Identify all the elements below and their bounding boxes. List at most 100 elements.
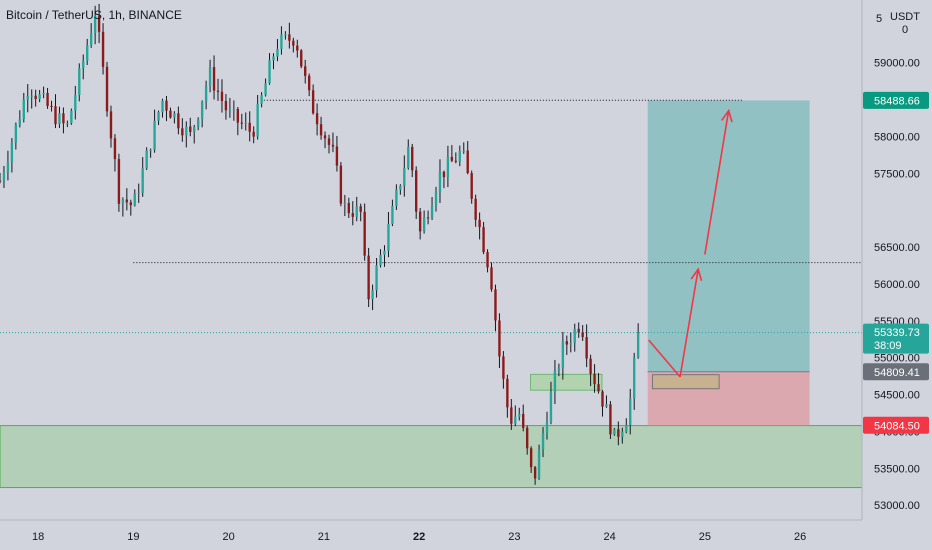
candle-up <box>636 332 640 358</box>
candle-down <box>609 404 612 435</box>
title-separator: , <box>101 8 109 22</box>
candle-up <box>379 254 382 266</box>
y-tick-label: 58000.00 <box>874 131 920 143</box>
candle-down <box>502 356 505 379</box>
candle-down <box>593 373 596 385</box>
currency-sub-label: 0 <box>902 24 908 36</box>
candle-down <box>418 211 422 232</box>
candle-down <box>498 320 501 357</box>
candle-up <box>6 162 10 173</box>
y-tick-label: 55000.00 <box>874 353 920 365</box>
candle-up <box>569 343 572 345</box>
candle-up <box>422 217 426 232</box>
x-tick-label: 24 <box>603 531 615 543</box>
symbol-title[interactable]: Bitcoin / TetherUS, 1h, BINANCE <box>6 8 182 22</box>
candle-up <box>256 103 259 137</box>
candle-down <box>169 110 172 118</box>
candle-down <box>589 358 592 374</box>
candle-down <box>525 427 529 449</box>
candle-up <box>14 124 18 143</box>
price-tag-label: 54084.50 <box>874 420 920 432</box>
y-tick-label: 53000.00 <box>874 500 920 512</box>
trade-arrow-head <box>690 267 703 281</box>
candle-up <box>355 206 358 217</box>
candle-up <box>244 122 247 124</box>
candle-down <box>565 341 569 345</box>
symbol-name: Bitcoin / TetherUS <box>6 8 102 22</box>
candle-down <box>415 170 418 212</box>
candle-up <box>371 290 374 300</box>
candle-down <box>426 217 430 219</box>
candle-up <box>553 370 557 392</box>
price-axis[interactable] <box>862 0 932 520</box>
candle-up <box>545 422 549 434</box>
candle-up <box>280 34 283 49</box>
candle-up <box>26 96 29 100</box>
candle-down <box>304 66 307 76</box>
candle-up <box>438 171 442 192</box>
candle-up <box>407 146 410 168</box>
candle-down <box>181 128 184 136</box>
trade-arrow-line <box>679 269 699 378</box>
top-partial-tick: 5 <box>876 13 882 25</box>
y-tick-label: 57500.00 <box>874 168 920 180</box>
candle-up <box>537 449 541 479</box>
candle-up <box>625 425 628 432</box>
candle-down <box>117 159 121 204</box>
candle-down <box>315 113 319 125</box>
candle-up <box>403 167 406 186</box>
candle-down <box>331 144 335 147</box>
candle-up <box>93 15 97 33</box>
candle-up <box>541 433 545 450</box>
candle-up <box>629 398 632 426</box>
price-tag-label: 55339.73 <box>874 327 920 339</box>
candle-down <box>311 90 315 114</box>
candle-up <box>387 224 390 251</box>
candle-down <box>617 429 620 437</box>
time-axis[interactable] <box>0 520 932 550</box>
y-tick-label: 53500.00 <box>874 463 920 475</box>
target-zone <box>647 100 810 372</box>
candle-down <box>248 122 251 132</box>
candle-up <box>557 368 561 371</box>
candle-down <box>292 40 295 46</box>
candle-down <box>34 95 37 100</box>
arrival-box <box>651 374 720 390</box>
entry-box <box>530 373 603 391</box>
price-tag-label: 54809.41 <box>874 367 920 379</box>
candle-down <box>494 289 497 321</box>
candle-down <box>466 150 469 174</box>
candle-down <box>296 45 299 51</box>
candle-up <box>268 60 271 84</box>
candle-up <box>264 83 267 96</box>
candle-up <box>375 265 378 291</box>
candle-down <box>367 255 370 300</box>
candle-down <box>0 180 2 182</box>
candle-up <box>391 205 394 225</box>
x-tick-label: 22 <box>413 531 425 543</box>
candle-up <box>204 86 208 102</box>
candle-up <box>58 113 61 125</box>
candle-down <box>335 146 339 166</box>
candle-up <box>434 191 438 206</box>
candle-up <box>173 113 176 118</box>
candle-up <box>153 120 156 150</box>
y-tick-label: 59000.00 <box>874 58 920 70</box>
candle-down <box>454 160 458 162</box>
candle-down <box>363 211 366 256</box>
candle-up <box>514 416 517 424</box>
candle-down <box>351 213 354 217</box>
candle-down <box>300 50 303 67</box>
candle-down <box>442 171 446 178</box>
candle-up <box>228 109 232 111</box>
price-tag-entry <box>863 363 929 381</box>
trade-arrow-line <box>704 110 730 255</box>
candle-up <box>89 32 93 46</box>
candle-up <box>42 92 45 95</box>
candle-down <box>359 206 362 212</box>
candle-up <box>157 112 160 121</box>
candle-down <box>62 113 65 124</box>
candle-down <box>529 448 533 468</box>
